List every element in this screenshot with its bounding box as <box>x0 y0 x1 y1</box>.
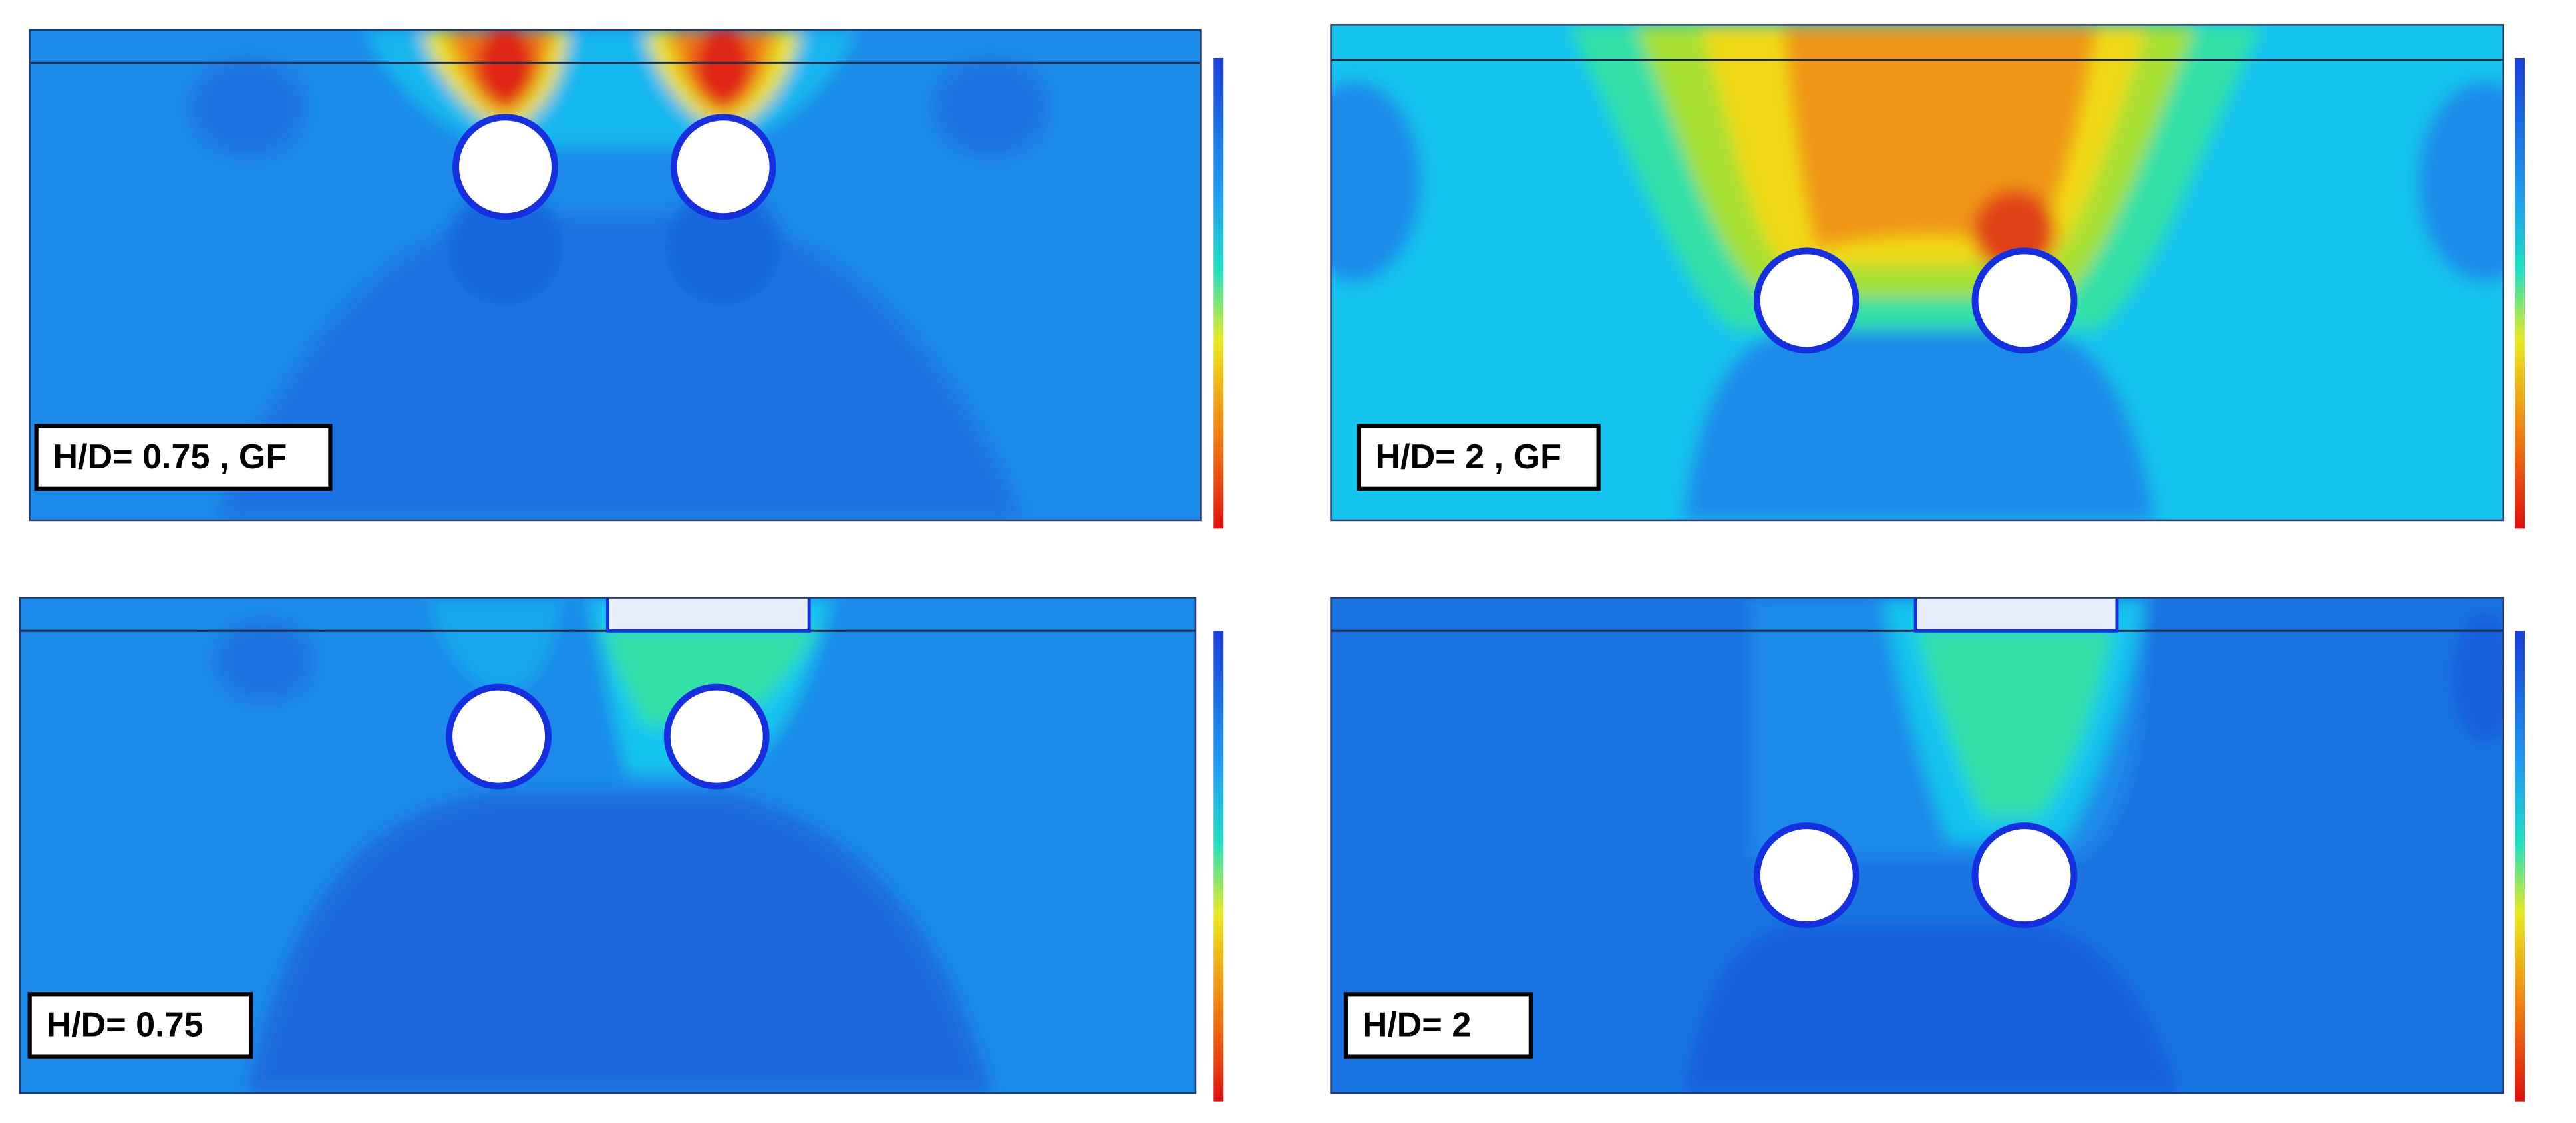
panel: H/D= 0.75 , GF <box>29 29 1224 529</box>
panel: H/D= 2 <box>1330 597 2525 1102</box>
panel: H/D= 0.75 <box>19 597 1224 1102</box>
panel-label: H/D= 2 <box>1363 1006 1472 1044</box>
panel-label: H/D= 2 , GF <box>1376 438 1561 476</box>
panel-label: H/D= 0.75 , GF <box>53 438 287 476</box>
panel-label: H/D= 0.75 <box>46 1006 203 1044</box>
panel: H/D= 2 , GF <box>1330 24 2525 529</box>
